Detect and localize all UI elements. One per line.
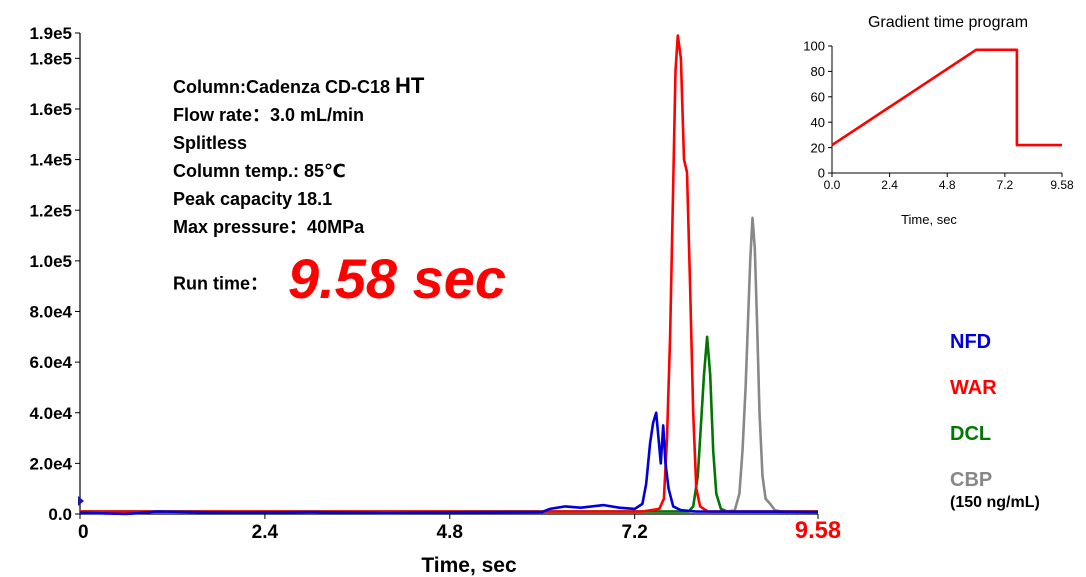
main-y-tick-label: 1.8e5 (29, 49, 72, 68)
run-time-value: 9.58 sec (288, 247, 506, 310)
legend-item-dcl: DCL (950, 423, 992, 445)
splitless: Splitless (173, 133, 248, 153)
main-x-tick-label: 0 (78, 522, 89, 543)
column-temp: Column temp.: 85℃ (173, 161, 346, 181)
main-y-tick-label: 2.0e4 (29, 454, 72, 473)
main-y-tick-label: 0.0 (48, 505, 72, 524)
main-y-tick-label: 1.2e5 (29, 201, 72, 220)
inset-x-tick-label: 2.4 (881, 178, 898, 192)
main-series-line-nfd (79, 411, 819, 516)
inset-series-line-0 (831, 48, 1062, 147)
inset-title: Gradient time program (868, 14, 1028, 31)
main-y-tick-label: 1.4e5 (29, 151, 72, 170)
main-x-tick-label: 2.4 (252, 522, 279, 543)
main-y-tick-label: 6.0e4 (29, 353, 72, 372)
main-x-tick-label: 9.58 (795, 517, 841, 544)
method-info: Column:Cadenza CD-C18 HT Flow rate：3.0 m… (173, 72, 424, 241)
gradient-inset-chart: Gradient time program 0 20 40 60 80 100 0.0 2.4 4… (803, 14, 1074, 227)
inset-x-tick-label: 4.8 (939, 178, 956, 192)
inset-y-tick-label: 100 (803, 39, 825, 54)
main-y-tick-label: 1.6e5 (29, 100, 72, 119)
inset-y-tick-label: 80 (811, 64, 825, 79)
legend-item-war: WAR (950, 377, 997, 399)
legend-item-nfd: NFD (950, 331, 992, 353)
inset-y-tick-label: 20 (811, 140, 825, 155)
inset-x-tick-label: 0.0 (824, 178, 841, 192)
y-axis-marker (78, 496, 84, 506)
legend-concentration: (150 ng/mL) (950, 494, 1040, 511)
legend: NFD WAR DCL CBP (150 ng/mL) (950, 328, 1040, 512)
main-series-line-dcl (80, 335, 818, 513)
inset-x-tick-label: 7.2 (997, 178, 1014, 192)
inset-y-tick-label: 60 (811, 89, 825, 104)
inset-y-tick-label: 40 (811, 115, 825, 130)
main-x-tick-label: 4.8 (437, 522, 463, 543)
inset-x-tick-label: 9.58 (1050, 178, 1074, 192)
legend-item-cbp: CBP (950, 469, 993, 491)
main-y-tick-label: 8.0e4 (29, 303, 72, 322)
column-line: Column:Cadenza CD-C18 HT (173, 72, 424, 101)
run-time: Run time： 9.58 sec (173, 247, 506, 315)
main-x-axis-label: Time, sec (421, 554, 517, 577)
inset-y-tick-label: 0 (818, 166, 825, 181)
inset-x-axis-label: Time, sec (901, 212, 957, 227)
flow-rate: Flow rate：3.0 mL/min (173, 105, 365, 125)
main-y-tick-label: 1.9e5 (29, 24, 72, 43)
peak-capacity: Peak capacity 18.1 (173, 189, 333, 209)
main-series-line-war (80, 34, 818, 513)
main-y-tick-label: 4.0e4 (29, 404, 72, 423)
run-time-label: Run time： (173, 273, 269, 294)
column-text: Column:Cadenza CD-C18 (173, 77, 391, 97)
main-x-tick-label: 7.2 (621, 522, 647, 543)
max-pressure: Max pressure：40MPa (173, 217, 365, 237)
main-y-tick-label: 1.0e5 (29, 252, 72, 271)
column-ht: HT (395, 73, 425, 98)
